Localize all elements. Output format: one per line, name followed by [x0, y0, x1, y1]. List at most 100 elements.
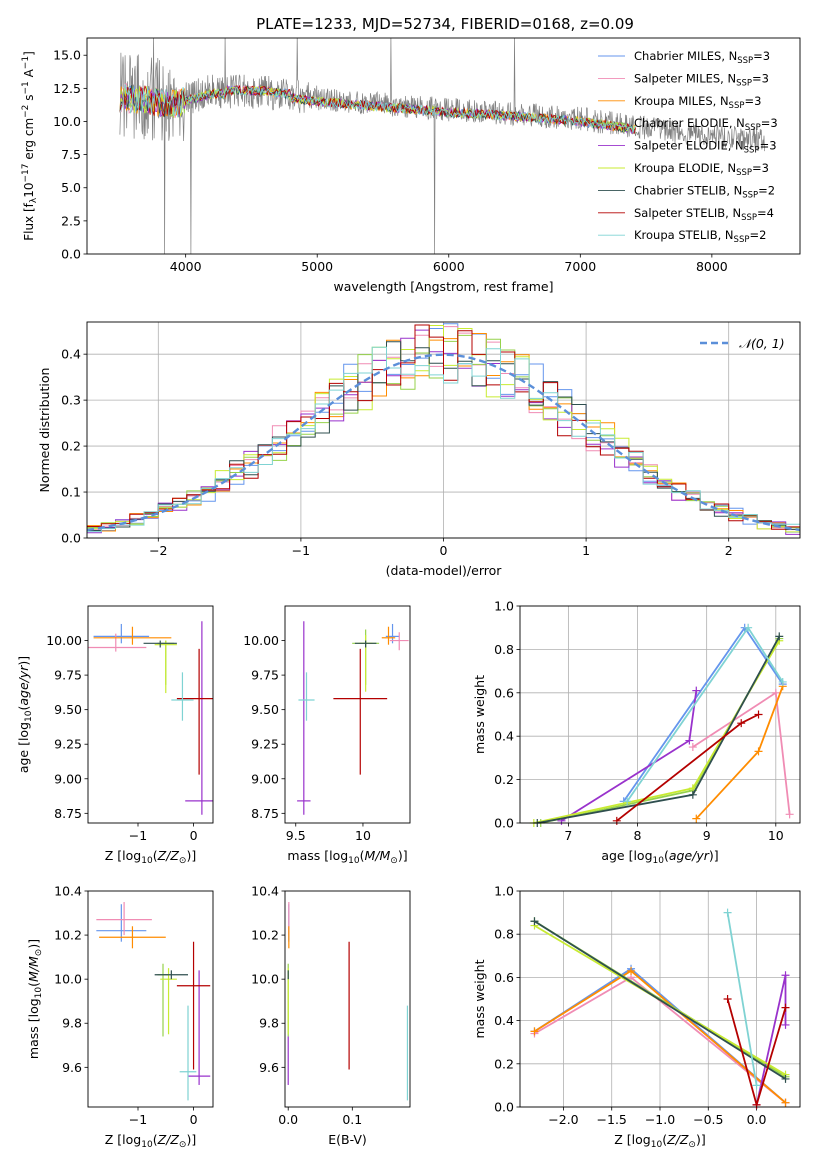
x-tick-label: 8000: [696, 259, 728, 274]
y-axis-label-part: 10: [22, 183, 36, 198]
y-tick-label: 0.0: [494, 816, 514, 831]
x-axis-label-part: )]: [186, 848, 196, 863]
mass-vs-ebv-panel: 0.0 0.1 9.6 9.8 10.0 10.2 10.4 E(B-V): [251, 884, 411, 1147]
x-tick-label: 9: [703, 828, 711, 843]
y-tick-label: 2.5: [61, 213, 81, 228]
legend-label: Chabrier STELIB, NSSP=2: [634, 183, 775, 200]
weight-series-line: [755, 975, 787, 1105]
y-tick-label: 9.25: [54, 737, 82, 752]
weight-marker: [744, 623, 753, 632]
x-axis-label: wavelength [Angstrom, rest frame]: [333, 279, 553, 294]
y-axis-label-part: ]: [22, 51, 36, 56]
weight-marker: [781, 1098, 790, 1107]
x-tick-label: −2: [149, 543, 167, 558]
x-axis-label-part: ⊙: [390, 856, 398, 866]
legend-label-value: =3: [752, 71, 769, 85]
x-axis-label-part: Z [log: [105, 1132, 141, 1147]
legend-label-sub: SSP: [734, 235, 750, 245]
x-tick-label: 1: [582, 543, 590, 558]
legend-label-value: =3: [761, 116, 778, 130]
error-point: [298, 672, 315, 721]
legend-label-sub: SSP: [736, 78, 752, 88]
legend-label-name: Salpeter STELIB, N: [634, 206, 741, 220]
legend-label-sub: SSP: [745, 123, 761, 133]
y-tick-label: 9.25: [251, 737, 279, 752]
y-tick-label: 9.00: [251, 771, 279, 786]
legend-label-value: =2: [749, 228, 766, 242]
axes-frame: [284, 605, 411, 824]
legend-label-value: =3: [760, 139, 777, 153]
y-axis-label: age [log10(age/yr)]: [16, 656, 34, 773]
y-tick-label: 10.00: [46, 633, 82, 648]
error-point: [154, 640, 177, 694]
legend-label-sub: SSP: [737, 56, 753, 66]
x-axis-label-part: age [log: [601, 848, 652, 863]
legend-label: Salpeter STELIB, NSSP=4: [634, 206, 774, 223]
error-point: [188, 970, 211, 1085]
weight-marker: [530, 917, 539, 926]
weight-series-line: [534, 920, 786, 1080]
x-tick-label: 2: [725, 543, 733, 558]
y-axis-label-part: λ: [29, 197, 39, 203]
legend-label: Chabrier MILES, NSSP=3: [634, 49, 770, 66]
x-axis-label-part: Z/Z: [157, 848, 180, 863]
x-axis-label-part: (: [664, 848, 669, 863]
weight-marker: [688, 790, 697, 799]
x-tick-label: 7000: [564, 259, 596, 274]
x-axis-label: (data-model)/error: [386, 563, 503, 578]
legend-label-sub: SSP: [736, 168, 752, 178]
x-axis-label: Z [log10(Z/Z⊙)]: [105, 848, 196, 866]
y-axis-label-part: mass [log: [26, 998, 41, 1059]
y-axis-label-part: ⊙: [34, 949, 44, 957]
y-tick-label: 10.0: [251, 972, 279, 987]
weight-series-line: [692, 691, 791, 815]
x-axis-label-part: )]: [696, 1132, 706, 1147]
x-axis-label: mass [log10(M/M⊙)]: [287, 848, 407, 866]
legend-label-name: Chabrier MILES, N: [634, 49, 737, 63]
weight-marker: [692, 814, 701, 823]
y-tick-label: 0.8: [494, 927, 514, 942]
weight-series-line: [616, 713, 759, 822]
error-point: [176, 941, 211, 1070]
x-tick-label: −1: [292, 543, 310, 558]
x-axis-label-part: age/yr: [669, 848, 710, 863]
y-tick-label: 15.0: [53, 48, 81, 63]
weight-marker: [623, 797, 632, 806]
x-tick-label: 0.0: [747, 1112, 767, 1127]
y-tick-label: 9.50: [54, 702, 82, 717]
y-axis-label-part: s: [22, 95, 36, 105]
y-tick-label: 0.0: [61, 531, 81, 546]
y-axis-label-part: M/M: [26, 956, 41, 982]
weight-marker: [752, 1100, 761, 1109]
weight-marker: [723, 908, 732, 917]
error-point: [93, 626, 172, 645]
x-tick-label: 10: [355, 828, 371, 843]
weight-marker: [530, 1027, 539, 1036]
y-tick-label: 9.8: [259, 1016, 279, 1031]
y-tick-label: 9.6: [62, 1060, 82, 1075]
x-axis-label-part: Z [log: [614, 1132, 650, 1147]
x-axis-label: age [log10(age/yr)]: [601, 848, 718, 866]
y-axis-label: Normed distribution: [37, 368, 52, 493]
y-tick-label: 0.1: [61, 485, 81, 500]
spectrum-panel: 4000 5000 6000 7000 8000 0.0 2.5 5.0 7.5 10.0 12.5…: [21, 37, 801, 294]
y-tick-label: 0.0: [61, 247, 81, 262]
legend-label-sub: SSP: [729, 101, 745, 111]
x-axis-label-part: 10: [141, 856, 153, 866]
error-point: [154, 970, 188, 980]
weight-marker: [781, 1074, 790, 1083]
y-axis-label-part: age/yr: [16, 665, 31, 706]
x-tick-label: −1: [129, 828, 147, 843]
axes-frame: [284, 890, 411, 1108]
x-axis-label-part: E(B-V): [328, 1132, 367, 1147]
legend-label-name: Kroupa ELODIE, N: [634, 161, 736, 175]
y-axis-label: mass weight: [472, 675, 487, 754]
legend-label: Salpeter ELODIE, NSSP=3: [634, 139, 777, 156]
legend-label: Salpeter MILES, NSSP=3: [634, 71, 769, 88]
error-point: [96, 904, 147, 942]
x-axis-label-part: ⊙: [179, 856, 187, 866]
x-axis-label-part: )]: [709, 848, 719, 863]
y-tick-label: 10.00: [243, 633, 279, 648]
